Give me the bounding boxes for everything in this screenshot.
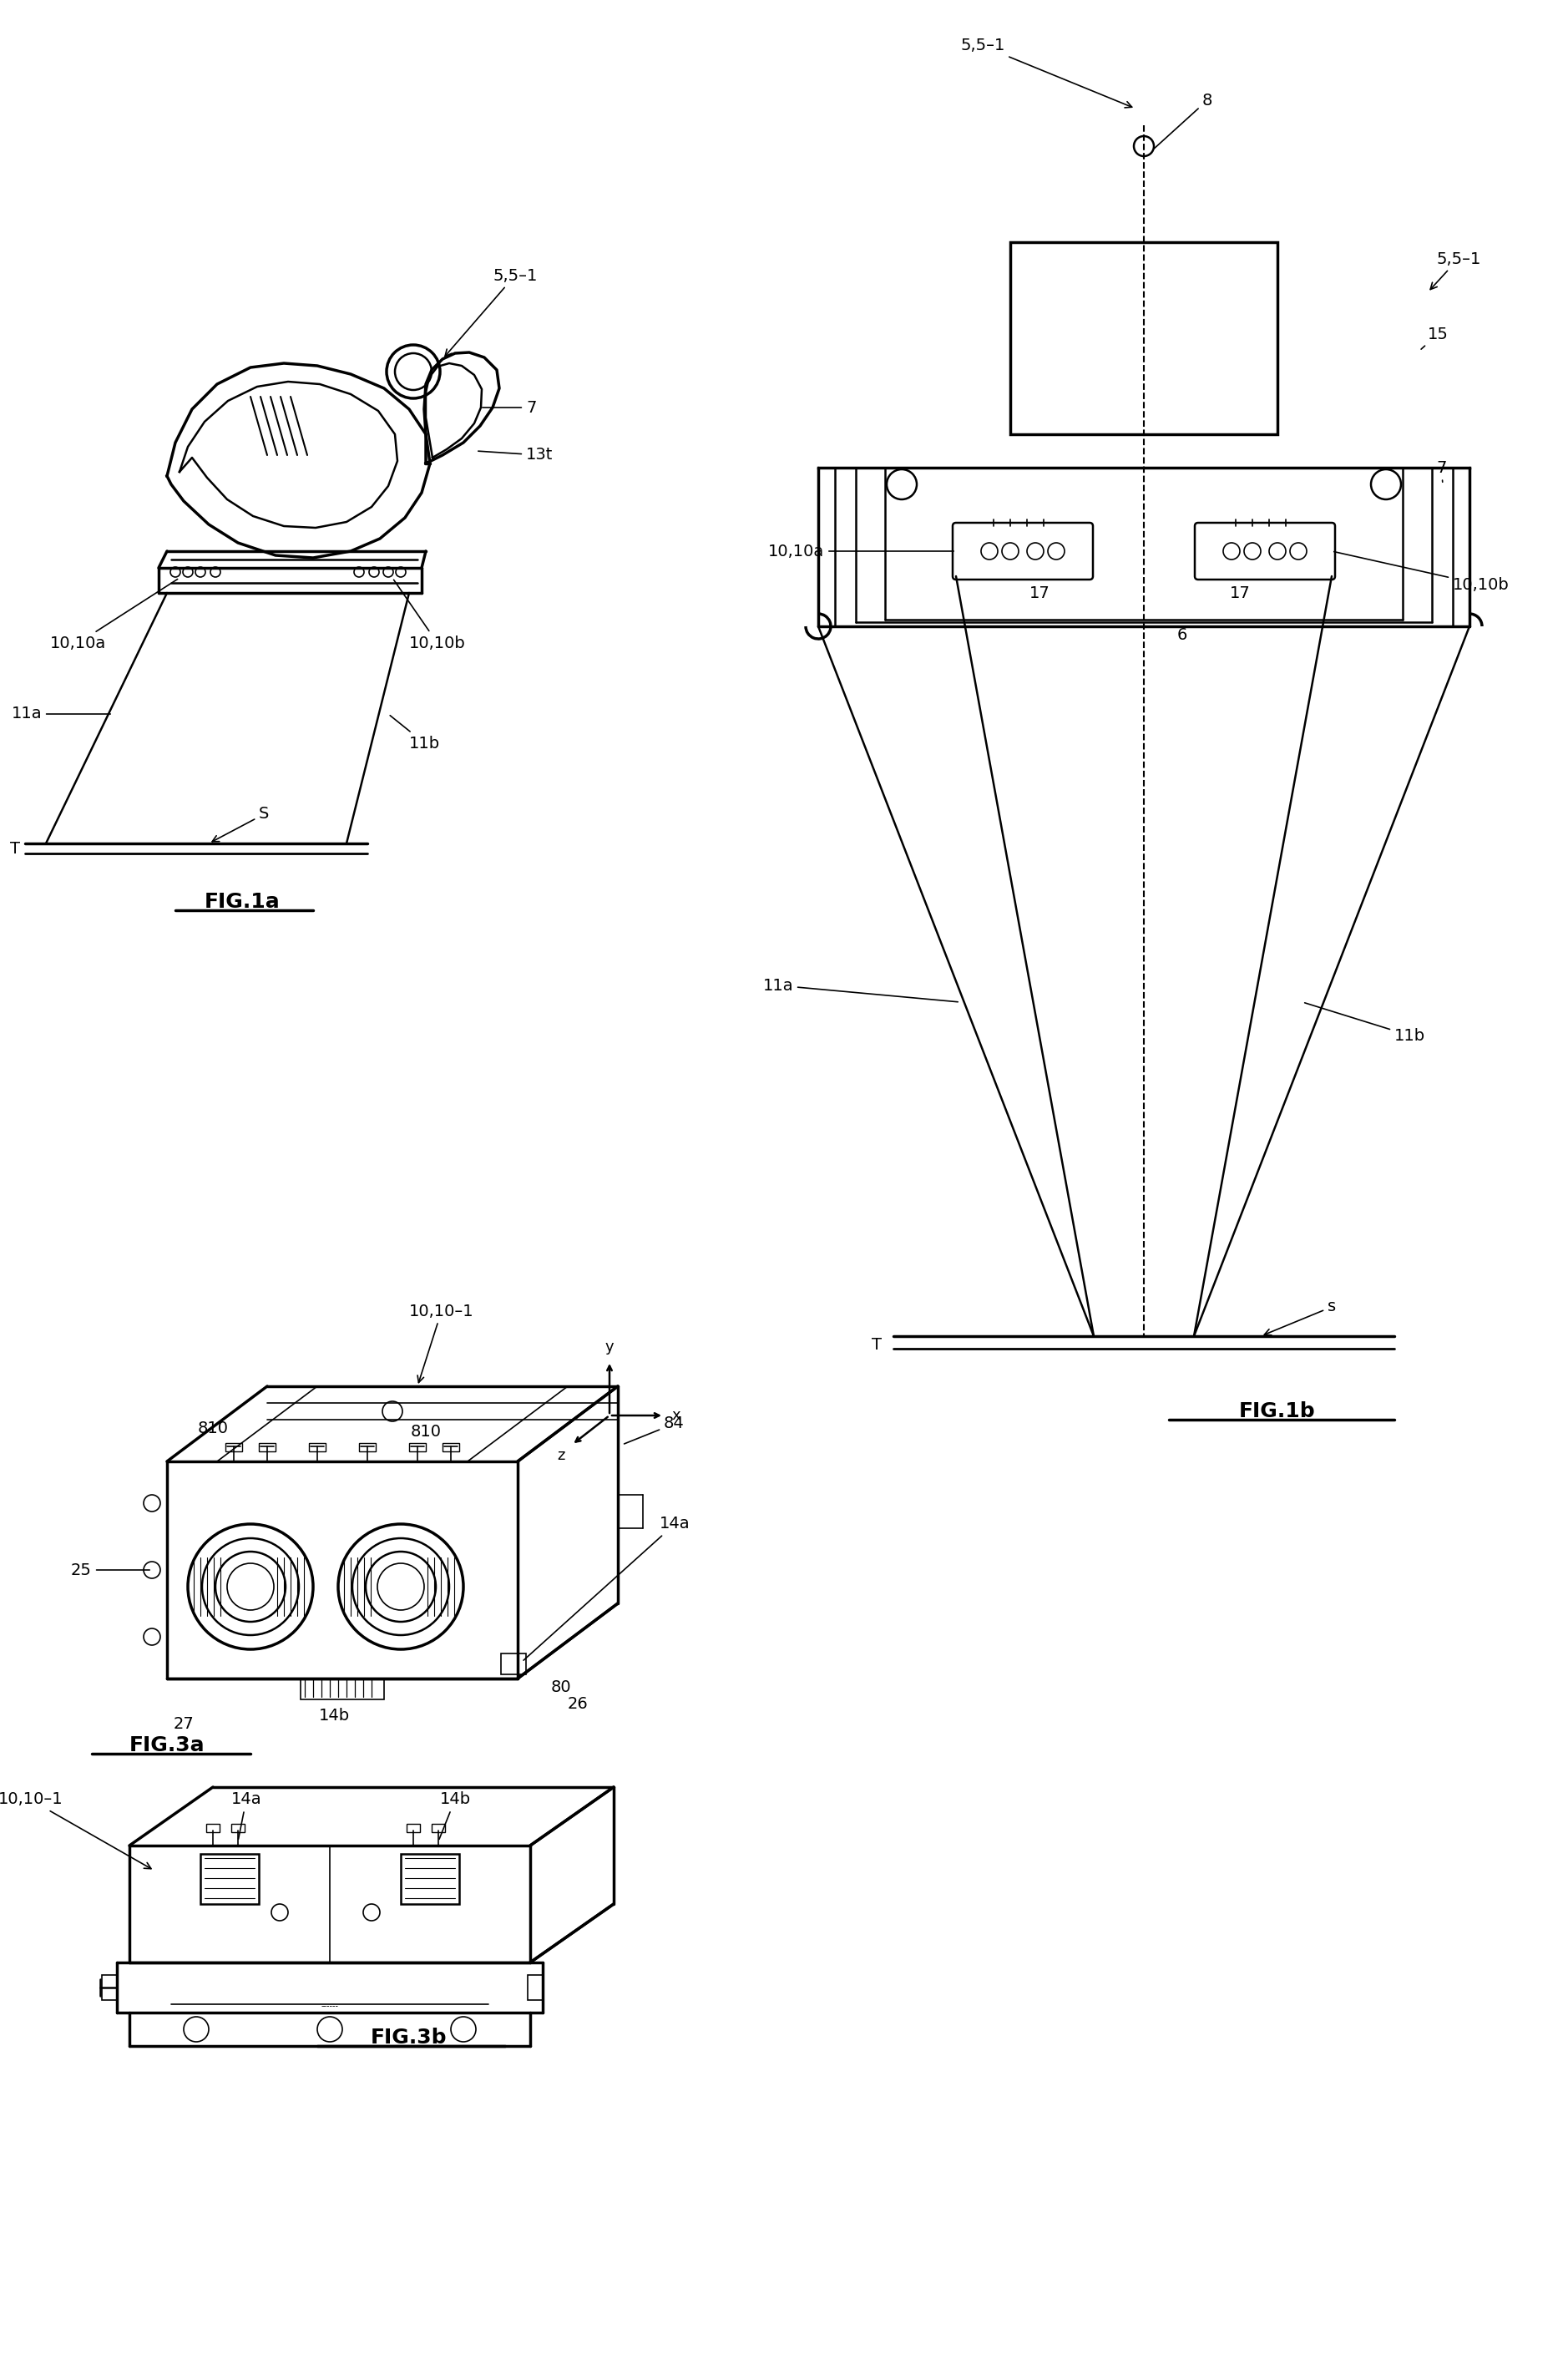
Text: 810: 810 [411,1425,441,1439]
Text: FIG.3a: FIG.3a [129,1736,205,1755]
Text: 5,5–1: 5,5–1 [960,38,1132,107]
Bar [1010,242,1278,435]
Text: 17: 17 [1029,584,1051,601]
Bar [301,1679,384,1700]
Text: FIG.3b: FIG.3b [372,2028,447,2047]
Text: 7: 7 [1436,461,1446,482]
Bar [500,1653,525,1674]
Text: S: S [212,805,270,841]
Text: 6: 6 [1178,627,1187,644]
Bar [309,1444,326,1451]
Text: 5,5–1: 5,5–1 [1430,252,1480,290]
Text: 27: 27 [174,1717,194,1731]
Text: 14a: 14a [524,1515,690,1660]
Text: s: s [1264,1299,1336,1335]
Bar [226,1444,241,1451]
Text: 14a: 14a [230,1791,262,1838]
Text: 10,10a: 10,10a [768,544,953,558]
Text: 10,10b: 10,10b [1334,551,1510,591]
Bar [406,1824,420,1831]
Text: T: T [9,841,20,857]
Text: 7: 7 [483,399,536,416]
Text: 15: 15 [1421,325,1449,349]
Text: 25: 25 [71,1563,149,1577]
Bar [359,1444,376,1451]
Bar [230,1824,245,1831]
Bar [409,1444,426,1451]
Bar [431,1824,445,1831]
Bar [201,1855,259,1905]
Text: 26: 26 [568,1696,588,1712]
Text: ------: ------ [321,2002,339,2009]
Text: 10,10a: 10,10a [50,580,177,651]
Text: 11a: 11a [762,978,958,1002]
Text: 17: 17 [1229,584,1250,601]
Text: 80: 80 [550,1679,572,1696]
Text: z: z [557,1449,564,1463]
Text: 10,10–1: 10,10–1 [0,1791,151,1869]
Text: 8: 8 [1154,93,1212,150]
Text: 11a: 11a [11,705,110,722]
Text: FIG.1b: FIG.1b [1239,1401,1316,1420]
Text: y: y [605,1339,615,1354]
Text: 5,5–1: 5,5–1 [445,268,538,356]
Text: T: T [872,1337,881,1351]
Text: 10,10b: 10,10b [394,580,466,651]
Text: 10,10–1: 10,10–1 [409,1304,474,1382]
Text: 13t: 13t [478,446,554,463]
Text: 11b: 11b [1305,1002,1425,1043]
Text: FIG.1a: FIG.1a [204,893,281,912]
Bar [528,1976,543,2000]
Bar [207,1824,220,1831]
Bar [401,1855,459,1905]
Text: 14b: 14b [439,1791,470,1838]
Text: 84: 84 [624,1416,685,1444]
Text: x: x [671,1408,681,1423]
Text: 11b: 11b [390,715,441,750]
Text: 14b: 14b [318,1708,350,1724]
Bar [442,1444,459,1451]
Bar [102,1976,118,2000]
Bar [259,1444,276,1451]
Text: 810: 810 [198,1420,229,1437]
